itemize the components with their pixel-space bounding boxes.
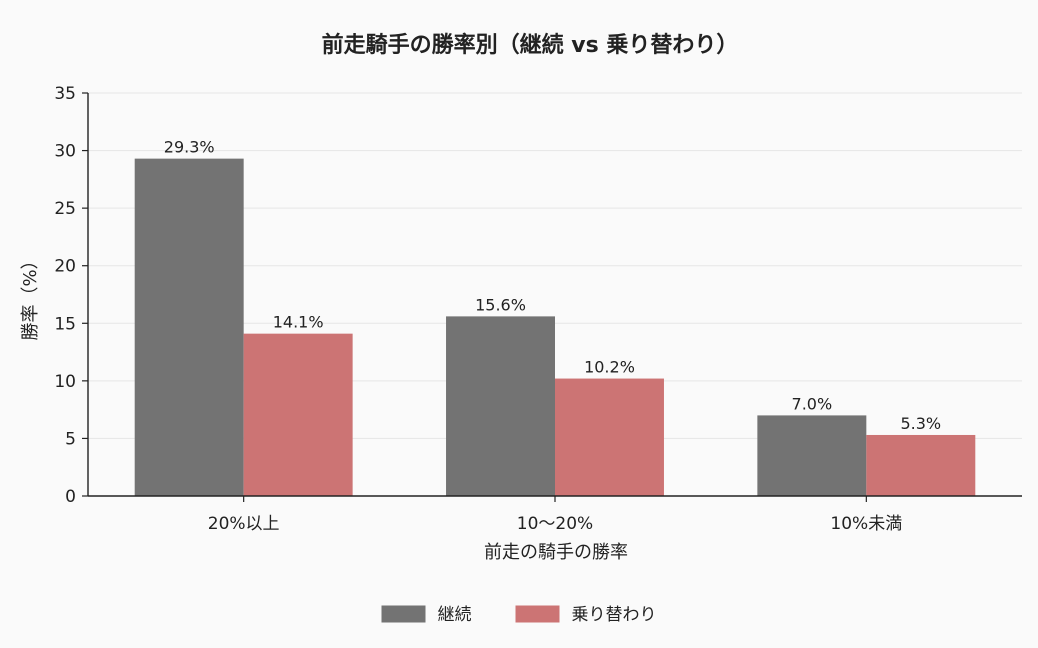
bar-value-label: 14.1% — [273, 313, 324, 332]
bar — [446, 316, 555, 496]
bar — [866, 434, 976, 496]
legend: 継続 乗り替わり — [381, 605, 657, 625]
x-tick-label: 10%未満 — [830, 514, 902, 534]
data-labels: 29.3% 14.1% 15.6% 10.2% 7.0% 5.3% — [164, 138, 941, 433]
x-tick-label: 10〜20% — [517, 514, 593, 534]
y-tick-label: 5 — [65, 429, 76, 449]
y-axis-label: 勝率（%） — [20, 251, 41, 340]
bar-value-label: 29.3% — [164, 138, 215, 157]
y-tick-label: 0 — [65, 487, 76, 507]
bar-value-label: 7.0% — [792, 394, 833, 413]
y-tick-label: 10 — [54, 372, 76, 392]
bar — [243, 333, 353, 496]
chart-title: 前走騎手の勝率別（継続 vs 乗り替わり） — [322, 32, 739, 58]
y-tick-label: 25 — [54, 199, 76, 219]
bars — [134, 158, 976, 497]
x-axis-label: 前走の騎手の勝率 — [484, 542, 628, 563]
y-tick-label: 30 — [54, 142, 76, 162]
bar — [555, 378, 664, 496]
y-tick-label: 20 — [54, 257, 76, 277]
legend-swatch — [515, 605, 560, 623]
y-tick-label: 35 — [54, 84, 76, 104]
x-tick-label: 20%以上 — [208, 514, 280, 534]
y-tick-label: 15 — [54, 314, 76, 334]
legend-label: 乗り替わり — [572, 605, 657, 625]
bar — [757, 415, 867, 496]
legend-swatch — [381, 605, 426, 623]
bar-value-label: 10.2% — [584, 358, 635, 377]
bar-value-label: 15.6% — [475, 295, 526, 314]
axes: 0 5 10 15 20 25 30 35 20%以上 10〜20% 10%未満 — [54, 84, 1022, 534]
legend-label: 継続 — [438, 605, 472, 625]
bar — [134, 158, 244, 497]
bar-value-label: 5.3% — [900, 414, 941, 433]
